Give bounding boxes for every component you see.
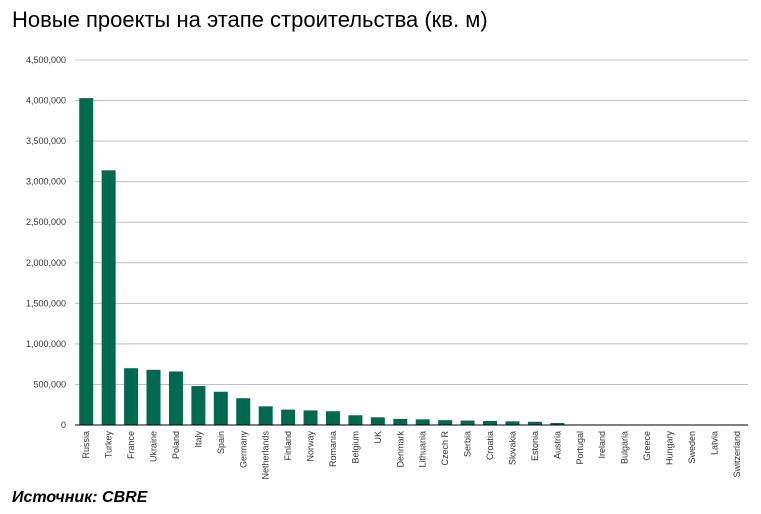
x-tick-label: Sweden — [687, 431, 697, 464]
bar-slovakia — [505, 421, 520, 425]
bar-belgium — [348, 415, 363, 425]
bar-lithuania — [415, 419, 430, 425]
x-axis-ticks: Russia Turkey France Ukraine Poland Italy Spai… — [81, 431, 742, 480]
y-tick-label: 0 — [61, 420, 66, 430]
x-tick-label: Greece — [642, 431, 652, 461]
y-axis-ticks: 0 500,000 1,000,000 1,500,000 2,000,000 2,500… — [26, 55, 66, 430]
y-tick-label: 1,500,000 — [26, 298, 66, 308]
x-tick-label: Czech R — [440, 431, 450, 466]
bar-romania — [325, 411, 340, 425]
bar-russia — [79, 98, 94, 425]
x-tick-label: Belgium — [350, 431, 360, 464]
bar-finland — [281, 409, 296, 425]
x-tick-label: Ukraine — [149, 431, 159, 462]
bar-serbia — [460, 420, 475, 425]
x-tick-label: Estonia — [530, 431, 540, 461]
x-tick-label: Latvia — [709, 431, 719, 455]
bar-uk — [370, 417, 385, 425]
y-tick-label: 4,500,000 — [26, 55, 66, 65]
x-tick-label: Serbia — [463, 431, 473, 457]
bar-norway — [303, 410, 318, 425]
y-tick-label: 2,500,000 — [26, 217, 66, 227]
bar-estonia — [527, 421, 542, 425]
x-tick-label: Croatia — [485, 431, 495, 460]
x-tick-label: UK — [373, 431, 383, 444]
x-tick-label: Netherlands — [261, 431, 271, 480]
y-tick-label: 3,000,000 — [26, 177, 66, 187]
x-tick-label: Finland — [283, 431, 293, 461]
x-tick-label: Portugal — [575, 431, 585, 465]
x-tick-label: Switzerland — [732, 431, 742, 478]
bar-france — [124, 368, 139, 425]
bar-czech-r — [438, 420, 453, 425]
bar-italy — [191, 386, 206, 425]
bar-netherlands — [258, 406, 273, 425]
bar-turkey — [101, 170, 116, 425]
x-tick-label: Poland — [171, 431, 181, 459]
bar-germany — [236, 398, 251, 425]
bar-poland — [168, 371, 183, 425]
x-tick-label: Austria — [552, 431, 562, 459]
bars — [79, 98, 744, 425]
y-tick-label: 1,000,000 — [26, 339, 66, 349]
bar-spain — [213, 391, 228, 425]
x-tick-label: Romania — [328, 431, 338, 467]
y-tick-label: 4,000,000 — [26, 96, 66, 106]
x-tick-label: France — [126, 431, 136, 459]
bar-austria — [550, 422, 565, 425]
bar-denmark — [393, 418, 408, 425]
x-tick-label: Lithuania — [418, 431, 428, 468]
y-tick-label: 2,000,000 — [26, 258, 66, 268]
x-tick-label: Spain — [216, 431, 226, 454]
source-note: Источник: CBRE — [12, 489, 148, 506]
x-tick-label: Denmark — [395, 431, 405, 468]
x-tick-label: Norway — [306, 431, 316, 462]
y-tick-label: 3,500,000 — [26, 136, 66, 146]
chart-title: Новые проекты на этапе строительства (кв… — [12, 7, 488, 32]
x-tick-label: Russia — [81, 431, 91, 459]
x-tick-label: Germany — [238, 431, 248, 469]
bar-croatia — [483, 420, 498, 425]
x-tick-label: Slovakia — [507, 431, 517, 465]
x-tick-label: Bulgaria — [620, 431, 630, 464]
x-tick-label: Hungary — [664, 431, 674, 466]
y-tick-label: 500,000 — [33, 379, 66, 389]
gridlines — [75, 59, 748, 385]
bar-ukraine — [146, 369, 161, 425]
x-tick-label: Turkey — [104, 431, 114, 459]
x-tick-label: Italy — [193, 431, 203, 448]
x-tick-label: Ireland — [597, 431, 607, 459]
